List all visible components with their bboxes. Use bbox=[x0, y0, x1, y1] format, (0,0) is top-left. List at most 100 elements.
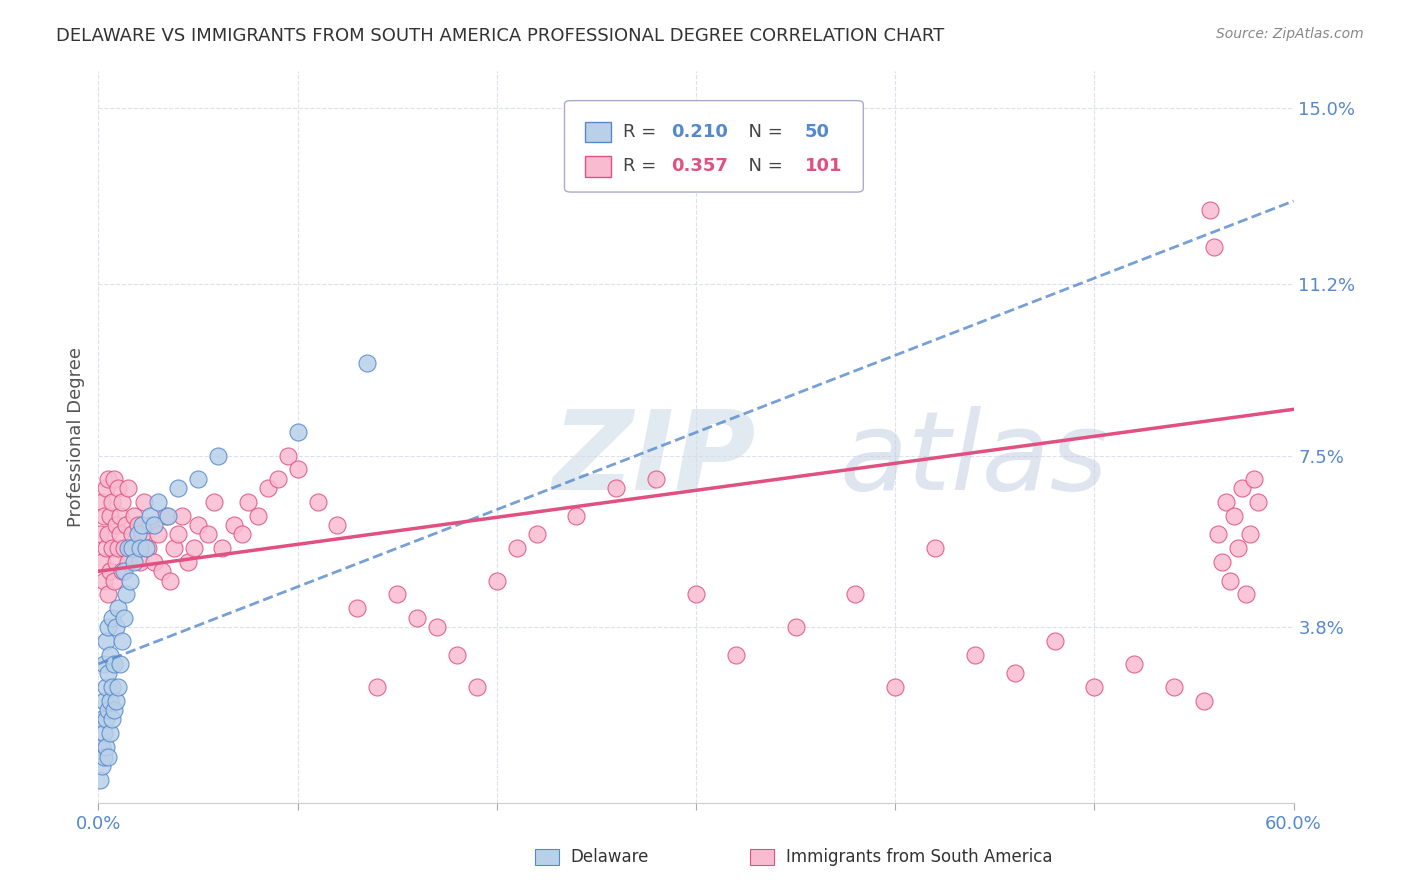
Point bbox=[326, 518, 349, 533]
Point bbox=[93, 574, 115, 588]
Point bbox=[287, 462, 309, 476]
Point bbox=[91, 758, 114, 772]
Point bbox=[163, 541, 186, 556]
Point bbox=[111, 565, 134, 579]
Point bbox=[211, 541, 233, 556]
Point bbox=[565, 508, 588, 523]
Point bbox=[89, 527, 111, 541]
Point bbox=[96, 633, 118, 648]
Point bbox=[131, 527, 153, 541]
Point bbox=[150, 565, 173, 579]
Point bbox=[605, 481, 627, 495]
Point bbox=[107, 481, 129, 495]
Point bbox=[1206, 527, 1229, 541]
FancyBboxPatch shape bbox=[585, 122, 612, 143]
Text: Source: ZipAtlas.com: Source: ZipAtlas.com bbox=[1216, 27, 1364, 41]
Point bbox=[125, 541, 148, 556]
Point bbox=[207, 449, 229, 463]
Point bbox=[267, 472, 290, 486]
Point bbox=[143, 518, 166, 533]
Point bbox=[101, 610, 124, 624]
Point bbox=[1198, 203, 1220, 218]
FancyBboxPatch shape bbox=[534, 849, 558, 865]
Point bbox=[1222, 508, 1246, 523]
Text: DELAWARE VS IMMIGRANTS FROM SOUTH AMERICA PROFESSIONAL DEGREE CORRELATION CHART: DELAWARE VS IMMIGRANTS FROM SOUTH AMERIC… bbox=[56, 27, 945, 45]
Point bbox=[112, 565, 135, 579]
Text: Delaware: Delaware bbox=[571, 848, 648, 866]
Point bbox=[91, 713, 114, 727]
Point bbox=[121, 527, 143, 541]
Point bbox=[645, 472, 668, 486]
Point bbox=[97, 620, 120, 634]
Point bbox=[148, 495, 170, 509]
Point bbox=[202, 495, 225, 509]
Point bbox=[1246, 495, 1268, 509]
Point bbox=[103, 574, 125, 588]
Point bbox=[1123, 657, 1146, 671]
Point bbox=[98, 508, 122, 523]
Point bbox=[139, 518, 162, 533]
Point bbox=[98, 694, 122, 708]
Point bbox=[101, 541, 124, 556]
Point bbox=[485, 574, 508, 588]
Point bbox=[127, 518, 149, 533]
Point bbox=[107, 680, 129, 694]
Point bbox=[506, 541, 529, 556]
Point bbox=[103, 472, 125, 486]
Point bbox=[91, 495, 114, 509]
Point bbox=[112, 610, 135, 624]
Point bbox=[187, 472, 209, 486]
Point bbox=[101, 495, 124, 509]
Point bbox=[356, 356, 378, 370]
Point bbox=[111, 495, 134, 509]
Point bbox=[112, 541, 135, 556]
FancyBboxPatch shape bbox=[565, 101, 863, 192]
Point bbox=[110, 527, 132, 541]
Point bbox=[157, 508, 180, 523]
Point bbox=[724, 648, 747, 662]
Point bbox=[105, 555, 128, 569]
Point bbox=[1234, 587, 1257, 601]
Point bbox=[121, 541, 143, 556]
Point bbox=[101, 680, 124, 694]
Point bbox=[97, 703, 120, 717]
Point bbox=[101, 713, 124, 727]
Point bbox=[167, 527, 190, 541]
Point bbox=[124, 508, 146, 523]
Text: 101: 101 bbox=[804, 158, 842, 176]
Point bbox=[465, 680, 488, 694]
Point bbox=[105, 620, 128, 634]
Point bbox=[107, 541, 129, 556]
Point bbox=[231, 527, 253, 541]
Point bbox=[307, 495, 329, 509]
Y-axis label: Professional Degree: Professional Degree bbox=[66, 347, 84, 527]
Point bbox=[96, 481, 118, 495]
Point bbox=[177, 555, 200, 569]
Point bbox=[236, 495, 259, 509]
Point bbox=[167, 481, 190, 495]
Text: Immigrants from South America: Immigrants from South America bbox=[786, 848, 1052, 866]
Point bbox=[96, 713, 118, 727]
Point bbox=[1163, 680, 1185, 694]
Point bbox=[1192, 694, 1215, 708]
Point bbox=[785, 620, 807, 634]
Text: N =: N = bbox=[737, 123, 789, 141]
Text: R =: R = bbox=[623, 158, 662, 176]
Point bbox=[1215, 495, 1237, 509]
Point bbox=[1202, 240, 1225, 254]
Point bbox=[446, 648, 468, 662]
Point bbox=[97, 666, 120, 681]
Point bbox=[256, 481, 278, 495]
Point bbox=[97, 527, 120, 541]
Point bbox=[1243, 472, 1265, 486]
Point bbox=[246, 508, 269, 523]
Point bbox=[115, 518, 138, 533]
Point bbox=[155, 508, 177, 523]
Point bbox=[103, 657, 125, 671]
Point bbox=[115, 587, 138, 601]
Point bbox=[135, 541, 157, 556]
Point bbox=[103, 703, 125, 717]
Text: ZIP: ZIP bbox=[553, 406, 756, 513]
Point bbox=[1226, 541, 1249, 556]
Point bbox=[366, 680, 388, 694]
